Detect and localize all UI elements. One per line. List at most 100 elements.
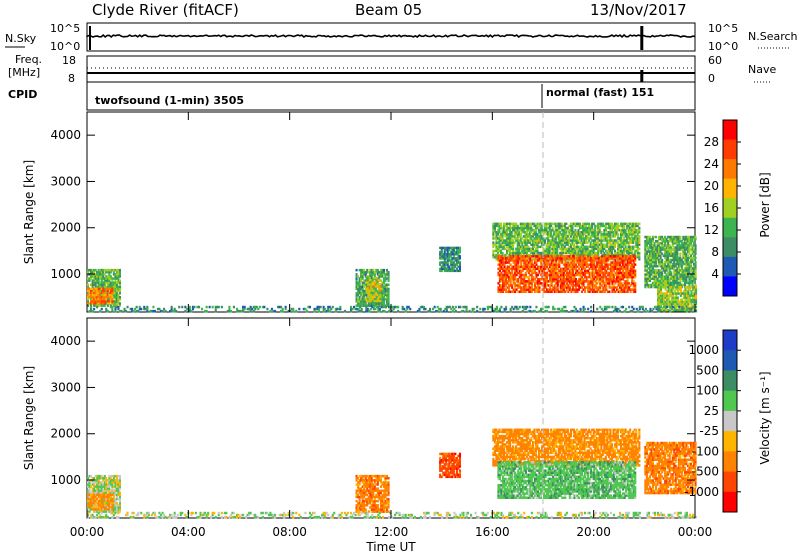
- heatmap-cell: [106, 298, 109, 301]
- heatmap-cell: [515, 228, 518, 232]
- heatmap-cell: [629, 226, 632, 230]
- heatmap-cell: [620, 237, 623, 240]
- heatmap-cell: [569, 251, 572, 255]
- heatmap-cell: [91, 285, 94, 289]
- heatmap-cell: [676, 240, 679, 243]
- heatmap-cell: [647, 271, 650, 274]
- heatmap-cell: [379, 304, 382, 307]
- heatmap-cell: [512, 228, 515, 232]
- heatmap-cell: [498, 249, 501, 253]
- heatmap-cell: [632, 280, 635, 283]
- heatmap-cell: [573, 290, 576, 293]
- heatmap-cell: [648, 246, 651, 249]
- heatmap-cell: [527, 245, 530, 249]
- heatmap-cell: [587, 286, 590, 289]
- heatmap-cell: [571, 222, 574, 226]
- heatmap-cell: [445, 267, 448, 271]
- heatmap-cell: [667, 285, 670, 289]
- heatmap-cell: [496, 241, 499, 244]
- heatmap-cell: [617, 255, 620, 258]
- heatmap-cell: [106, 289, 109, 292]
- heatmap-cell: [599, 269, 602, 273]
- heatmap-cell: [621, 249, 624, 253]
- heatmap-cell: [559, 288, 562, 291]
- heatmap-cell: [358, 304, 361, 307]
- heatmap-cell: [440, 255, 443, 258]
- heatmap-cell: [87, 300, 90, 303]
- heatmap-cell: [498, 261, 501, 264]
- heatmap-cell: [611, 265, 614, 268]
- heatmap-cell: [117, 279, 120, 282]
- heatmap-cell: [506, 265, 509, 268]
- heatmap-cell: [676, 252, 679, 255]
- heatmap-cell: [503, 259, 506, 262]
- heatmap-cell: [373, 295, 376, 299]
- heatmap-cell: [382, 271, 385, 274]
- heatmap-cell: [655, 285, 658, 289]
- heatmap-cell: [655, 240, 658, 243]
- heatmap-cell: [553, 257, 556, 260]
- heatmap-cell: [152, 305, 155, 309]
- heatmap-cell: [547, 288, 550, 291]
- heatmap-cell: [533, 255, 536, 258]
- heatmap-cell: [551, 228, 554, 232]
- heatmap-cell: [676, 244, 679, 247]
- heatmap-cell: [556, 222, 559, 226]
- heatmap-cell: [103, 291, 106, 295]
- heatmap-cell: [575, 235, 578, 238]
- heatmap-cell: [208, 305, 211, 309]
- heatmap-cell: [550, 239, 553, 242]
- heatmap-cell: [515, 251, 518, 255]
- heatmap-cell: [638, 251, 641, 255]
- heatmap-cell: [449, 261, 452, 264]
- heatmap-cell: [668, 240, 671, 243]
- heatmap-cell: [661, 283, 664, 287]
- heatmap-cell: [99, 271, 102, 274]
- heatmap-cell: [108, 268, 111, 272]
- heatmap-cell: [258, 305, 261, 309]
- heatmap-cell: [118, 279, 121, 282]
- heatmap-cell: [442, 246, 445, 250]
- heatmap-cell: [492, 245, 495, 249]
- heatmap-cell: [505, 271, 508, 275]
- heatmap-cell: [588, 290, 591, 293]
- heatmap-cell: [588, 275, 591, 279]
- heatmap-cell: [518, 245, 521, 249]
- heatmap-cell: [624, 245, 627, 249]
- heatmap-cell: [518, 286, 521, 289]
- nsky-tick-bottom: 10^0: [50, 40, 80, 53]
- heatmap-cell: [376, 276, 379, 280]
- heatmap-cell: [628, 263, 631, 266]
- heatmap-cell: [365, 291, 368, 294]
- heatmap-cell: [87, 287, 90, 290]
- heatmap-cell: [603, 237, 606, 240]
- heatmap-cell: [664, 252, 667, 255]
- heatmap-cell: [105, 302, 108, 305]
- heatmap-cell: [648, 275, 651, 278]
- heatmap-cell: [459, 305, 462, 309]
- heatmap-cell: [550, 273, 553, 277]
- heatmap-cell: [452, 253, 455, 256]
- heatmap-cell: [644, 252, 647, 255]
- heatmap-cell: [563, 226, 566, 230]
- heatmap-cell: [355, 268, 358, 272]
- heatmap-cell: [360, 285, 363, 289]
- heatmap-cell: [105, 275, 108, 278]
- heatmap-cell: [573, 280, 576, 283]
- heatmap-cell: [647, 242, 650, 245]
- heatmap-cell: [369, 275, 372, 278]
- heatmap-cell: [556, 243, 559, 246]
- heatmap-cell: [606, 282, 609, 285]
- heatmap-cell: [653, 279, 656, 283]
- heatmap-cell: [114, 300, 117, 303]
- heatmap-cell: [644, 248, 647, 251]
- heatmap-cell: [112, 291, 115, 295]
- heatmap-cell: [519, 235, 522, 238]
- heatmap-cell: [601, 224, 604, 228]
- heatmap-cell: [565, 269, 568, 273]
- heatmap-cell: [448, 253, 451, 256]
- heatmap-cell: [518, 269, 521, 273]
- heatmap-cell: [545, 245, 548, 249]
- heatmap-cell: [100, 307, 103, 311]
- heatmap-cell: [626, 247, 629, 251]
